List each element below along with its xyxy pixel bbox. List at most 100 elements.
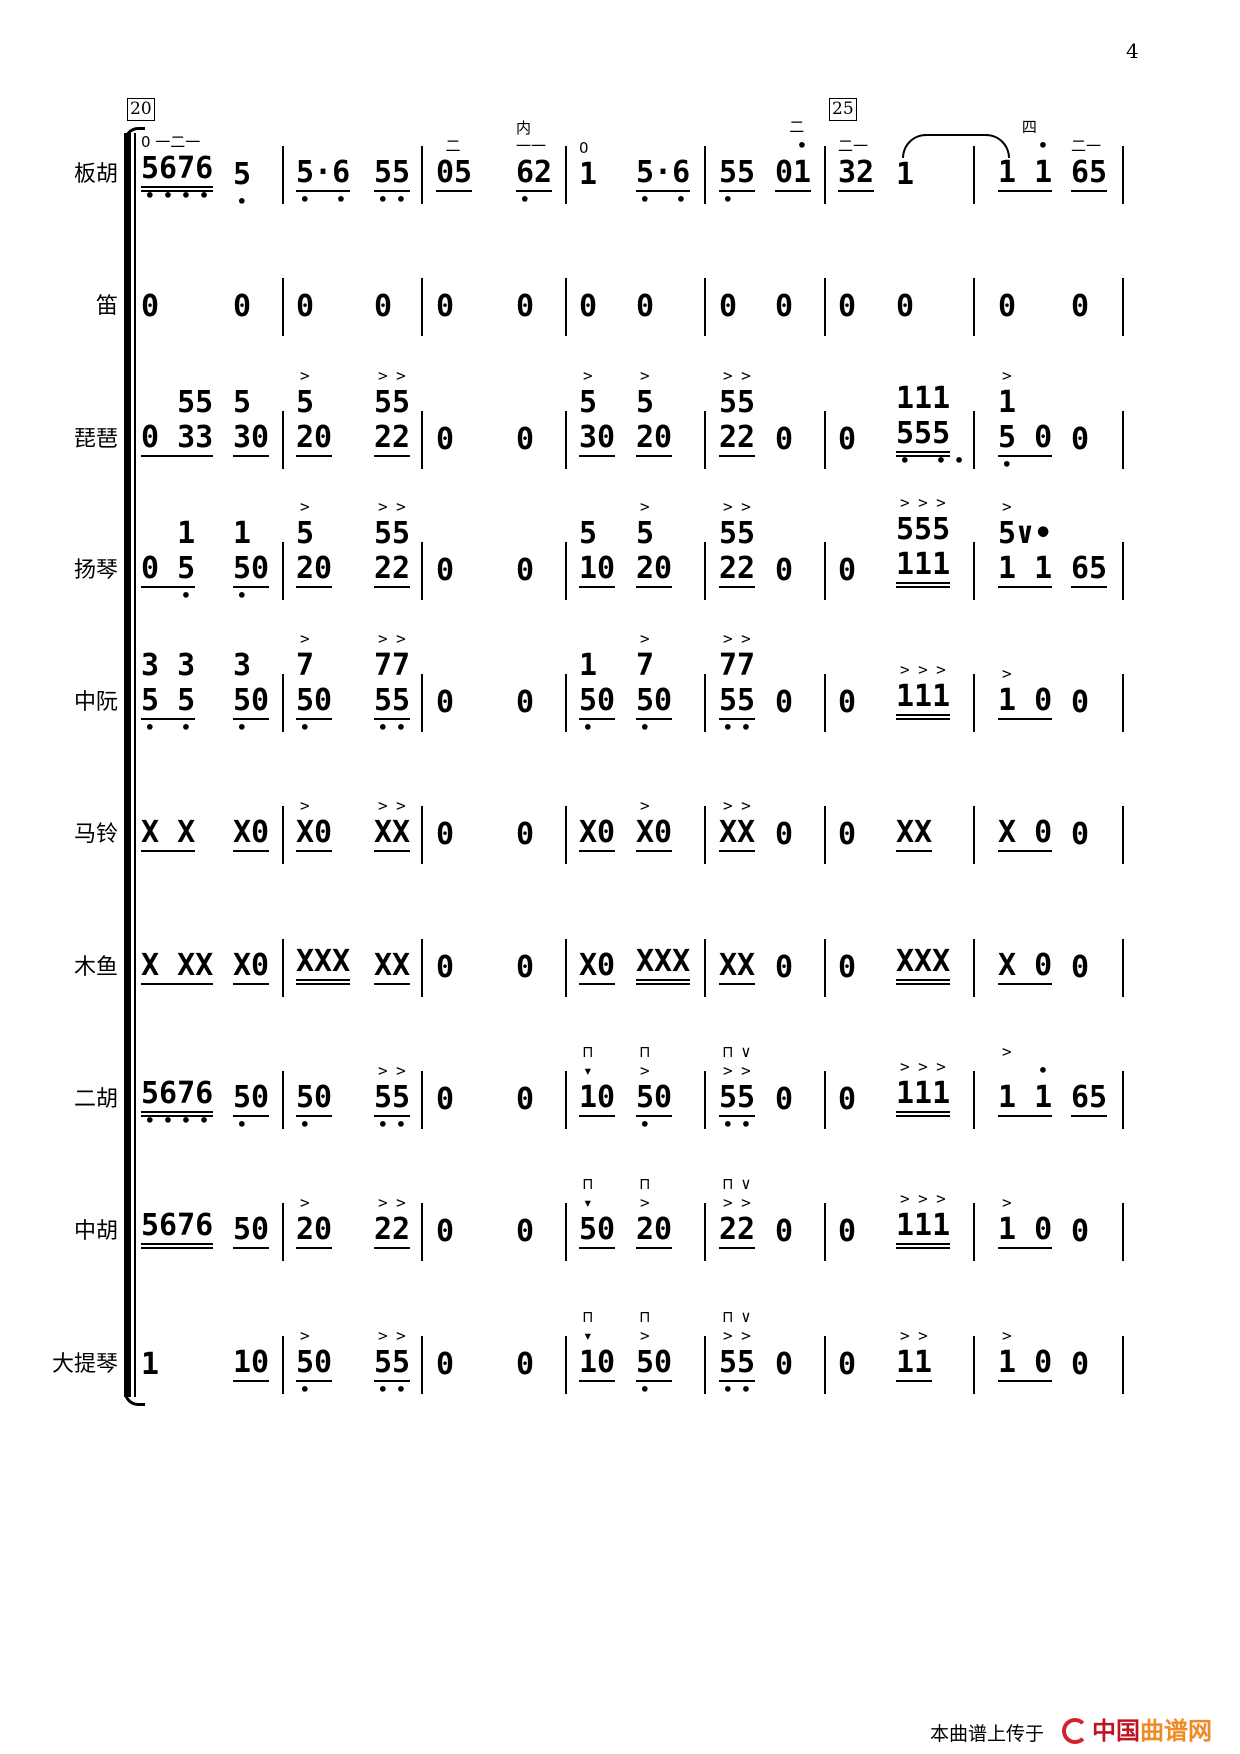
note-group: 5 • xyxy=(233,157,256,211)
accent-mark: >> xyxy=(378,1061,415,1080)
beat: >> 22 xyxy=(374,1193,414,1249)
bowing-mark: ⊓ xyxy=(640,1042,659,1061)
beat: 1 50 • xyxy=(233,516,270,605)
fingering-mark: 0 xyxy=(579,139,589,157)
note-group: 22 xyxy=(719,420,756,457)
bar-line xyxy=(1122,1071,1124,1129)
note-group: 0 xyxy=(838,289,857,324)
beat: 0 xyxy=(141,289,159,324)
bar-line xyxy=(1122,939,1124,997)
beat: >50 • xyxy=(296,1326,333,1399)
upper-voice-notes: 1 xyxy=(233,516,252,551)
note-group: 0 xyxy=(1071,422,1090,457)
beat: 0 xyxy=(436,289,454,324)
low-octave-dots: • xyxy=(640,718,659,737)
low-octave-dots: •• xyxy=(378,1115,415,1134)
bar-line xyxy=(973,542,975,600)
note-group: 555 • •• xyxy=(896,416,973,470)
low-octave-dots: • xyxy=(145,586,200,605)
beat: 四 • 1 1 xyxy=(998,118,1056,192)
beat: 内 一一 62 • xyxy=(516,119,553,209)
note-group: X 0 xyxy=(998,815,1053,852)
bar-line xyxy=(973,411,975,469)
bar-line xyxy=(973,146,975,204)
note-group: 55 •• xyxy=(374,1345,415,1399)
beat: X XX xyxy=(141,948,214,985)
note-group: X0 xyxy=(579,948,616,985)
note-group: 0 xyxy=(436,553,455,588)
beat: 55 0 33 xyxy=(141,385,214,457)
note-group: 0 xyxy=(436,1082,455,1117)
site-logo[interactable]: 中国 曲谱网 xyxy=(1062,1716,1212,1746)
accent-mark: > xyxy=(300,629,319,648)
note-group: 50 xyxy=(579,1212,616,1249)
note-group: 0 xyxy=(516,1082,535,1117)
beat: 0 xyxy=(775,1214,793,1249)
low-octave-dots: • xyxy=(237,586,256,605)
note-group: 20 xyxy=(296,420,333,457)
bowing-mark: ⊓ xyxy=(640,1174,659,1193)
staff-row: 55 0 33 5 30 >5 20 >> 55 22 0 0 >5 30 >5 20 >> 55 22 0 0 111… xyxy=(0,257,1240,474)
note-group: 22 xyxy=(719,1212,756,1249)
bar-line xyxy=(824,542,826,600)
staff-row: 1 10 >50 • >> 55 •• 0 0 ⊓ ▾ 10 ⊓ >50 • ⊓∨ >> 55 •• 0 0 >> 11 >1… xyxy=(0,1182,1240,1399)
instrument-label: 琵琶 xyxy=(73,427,118,452)
bowing-mark: ⊓∨ xyxy=(723,1174,760,1193)
note-group: 65 xyxy=(1071,155,1108,192)
fingering-mark: 二 xyxy=(436,137,461,155)
note-group: 10 xyxy=(579,551,616,588)
bar-line xyxy=(1122,411,1124,469)
bowing-mark: ⊓ xyxy=(583,1307,602,1326)
low-octave-dots: • xyxy=(237,192,256,211)
beat: ⊓ ▾ 10 xyxy=(579,1042,616,1117)
fingering-mark: 0 一二一 xyxy=(141,133,201,151)
note-group: 0 xyxy=(233,289,252,324)
accent-mark: >> xyxy=(378,629,415,648)
accent-mark: >>> xyxy=(900,1189,955,1208)
beat: 0 xyxy=(636,289,654,324)
accent-mark: > xyxy=(300,1193,319,1212)
accent-mark: ▾ xyxy=(583,1193,602,1212)
system-bracket xyxy=(124,133,131,1397)
beat: ⊓ >50 • xyxy=(636,1307,673,1399)
note-group: 0 xyxy=(516,817,535,852)
note-group: 30 xyxy=(233,420,270,457)
note-group: 05 xyxy=(436,155,473,192)
low-octave-dots: •• xyxy=(378,1380,415,1399)
bracket-bottom-hook xyxy=(124,1391,145,1406)
accent-mark: > xyxy=(583,366,602,385)
low-octave-dots: • xyxy=(520,190,557,209)
beat: 0 xyxy=(1071,685,1089,720)
note-group: 50 • xyxy=(579,683,616,737)
note-group: 22 xyxy=(374,420,411,457)
bar-line xyxy=(824,1203,826,1261)
low-octave-dots: • •• xyxy=(900,451,973,470)
upper-voice-notes: 5 xyxy=(296,385,315,420)
note-group: 65 xyxy=(1071,1080,1108,1117)
bowing-mark: ⊓∨ xyxy=(723,1307,760,1326)
beat: 0 xyxy=(436,1214,454,1249)
note-group: X0 xyxy=(233,815,270,852)
note-group: 0 xyxy=(1071,289,1090,324)
fingering-mark: 二一 xyxy=(1071,137,1102,155)
bar-line xyxy=(824,806,826,864)
note-group: X0 xyxy=(636,815,673,852)
note-group: 50 • xyxy=(233,1080,270,1134)
beat: 0 xyxy=(436,1347,454,1382)
note-group: 5·6 • • xyxy=(296,155,355,209)
note-group: 0 xyxy=(436,289,455,324)
low-octave-dots: • • xyxy=(145,718,200,737)
bracket-top-hook xyxy=(124,127,145,142)
beat: 0 xyxy=(1071,950,1089,985)
bar-line xyxy=(973,674,975,732)
beat: >> 55 •• xyxy=(374,1326,415,1399)
note-group: 0 xyxy=(838,553,857,588)
beat: 5 10 xyxy=(579,516,616,588)
bar-line xyxy=(282,542,284,600)
note-group: XX xyxy=(896,815,933,852)
beat: >5∨• 1 1 xyxy=(998,497,1053,588)
accent-mark: > xyxy=(1002,1193,1021,1212)
note-group: 1 1 xyxy=(998,1080,1053,1117)
note-group: X X xyxy=(141,815,196,852)
